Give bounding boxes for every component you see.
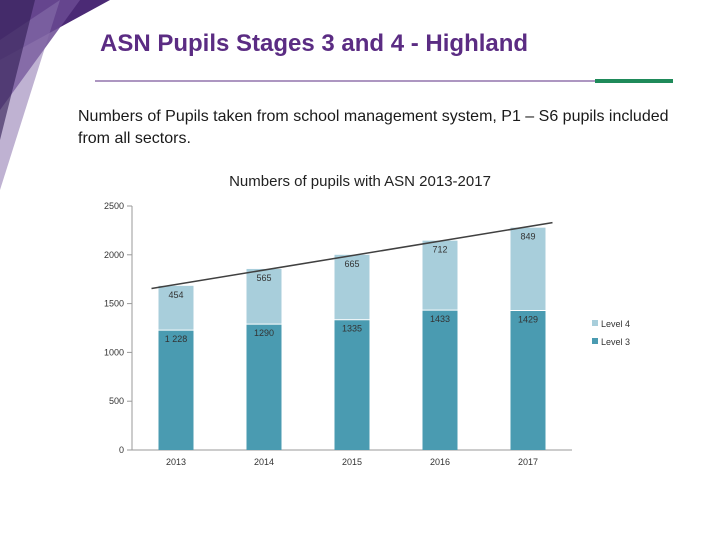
slide-subtitle: Numbers of Pupils taken from school mana… — [78, 108, 669, 147]
data-label-level-3: 1335 — [342, 324, 362, 334]
bar-level-3 — [510, 310, 546, 450]
bar-level-3 — [158, 330, 194, 450]
bar-level-4 — [334, 254, 370, 320]
x-tick-label: 2017 — [518, 457, 538, 467]
data-label-level-4: 712 — [432, 245, 447, 255]
data-label-level-3: 1290 — [254, 328, 274, 338]
y-tick-label: 500 — [109, 396, 124, 406]
bar-level-3 — [246, 324, 282, 450]
x-tick-label: 2015 — [342, 457, 362, 467]
bar-level-4 — [158, 285, 194, 331]
bar-level-4 — [246, 268, 282, 325]
bar-level-4 — [422, 240, 458, 311]
y-tick-label: 1000 — [104, 347, 124, 357]
x-tick-label: 2013 — [166, 457, 186, 467]
y-tick-label: 1500 — [104, 299, 124, 309]
title-underline — [95, 79, 673, 83]
chart-title: Numbers of pupils with ASN 2013-2017 — [229, 173, 491, 190]
y-tick-label: 2500 — [104, 201, 124, 211]
bar-level-3 — [422, 310, 458, 450]
legend-label: Level 3 — [601, 337, 630, 347]
data-label-level-4: 849 — [520, 232, 535, 242]
corner-decoration — [0, 0, 110, 190]
data-label-level-3: 1429 — [518, 315, 538, 325]
x-tick-label: 2016 — [430, 457, 450, 467]
bar-level-3 — [334, 319, 370, 450]
y-tick-label: 0 — [119, 445, 124, 455]
legend-label: Level 4 — [601, 319, 630, 329]
x-tick-label: 2014 — [254, 457, 274, 467]
legend-swatch — [592, 320, 598, 326]
trendline — [151, 221, 553, 290]
data-label-level-3: 1 228 — [165, 334, 188, 344]
legend-swatch — [592, 338, 598, 344]
data-label-level-3: 1433 — [430, 314, 450, 324]
bar-level-4 — [510, 227, 546, 311]
data-label-level-4: 454 — [168, 290, 183, 300]
data-label-level-4: 565 — [256, 273, 271, 283]
data-label-level-4: 665 — [344, 259, 359, 269]
y-tick-label: 2000 — [104, 250, 124, 260]
slide-title: ASN Pupils Stages 3 and 4 - Highland — [100, 30, 529, 57]
